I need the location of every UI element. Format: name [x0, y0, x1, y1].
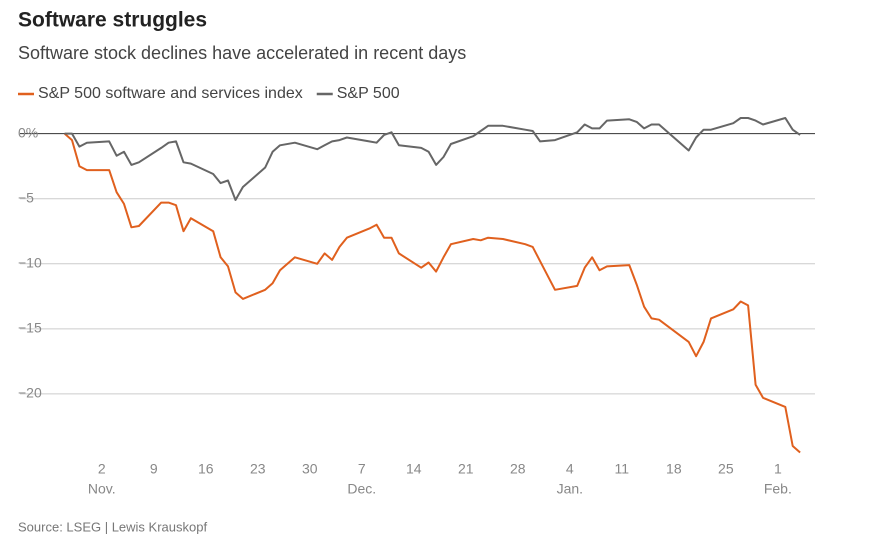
- x-tick-month: Jan.: [557, 481, 583, 497]
- x-tick-label: 16: [198, 461, 214, 477]
- source: Source: LSEG | Lewis Krauskopf: [18, 519, 207, 534]
- x-tick-label: 2: [98, 461, 106, 477]
- x-tick-month: Feb.: [764, 481, 792, 497]
- legend-label: S&P 500: [337, 85, 400, 102]
- legend-label: S&P 500 software and services index: [38, 85, 303, 102]
- y-tick-label: −10: [18, 254, 42, 270]
- chart-title: Software struggles: [18, 9, 207, 32]
- y-tick-label: −15: [18, 320, 42, 336]
- x-tick-label: 28: [510, 461, 526, 477]
- x-tick-label: 4: [566, 461, 574, 477]
- x-tick-label: 7: [358, 461, 366, 477]
- x-tick-month: Dec.: [347, 481, 376, 497]
- x-tick-label: 30: [302, 461, 318, 477]
- x-tick-label: 14: [406, 461, 422, 477]
- x-tick-label: 23: [250, 461, 266, 477]
- x-tick-label: 9: [150, 461, 158, 477]
- y-tick-label: −5: [18, 189, 34, 205]
- y-tick-label: 0%: [18, 124, 38, 140]
- series-line: [63, 132, 801, 454]
- x-tick-label: 1: [774, 461, 782, 477]
- x-tick-label: 11: [615, 461, 630, 477]
- series-line: [64, 117, 801, 201]
- y-tick-label: −20: [18, 385, 42, 401]
- x-tick-label: 21: [458, 461, 474, 477]
- x-tick-label: 18: [666, 461, 682, 477]
- x-tick-label: 25: [718, 461, 734, 477]
- chart-subtitle: Software stock declines have accelerated…: [18, 43, 466, 63]
- x-tick-month: Nov.: [88, 481, 116, 497]
